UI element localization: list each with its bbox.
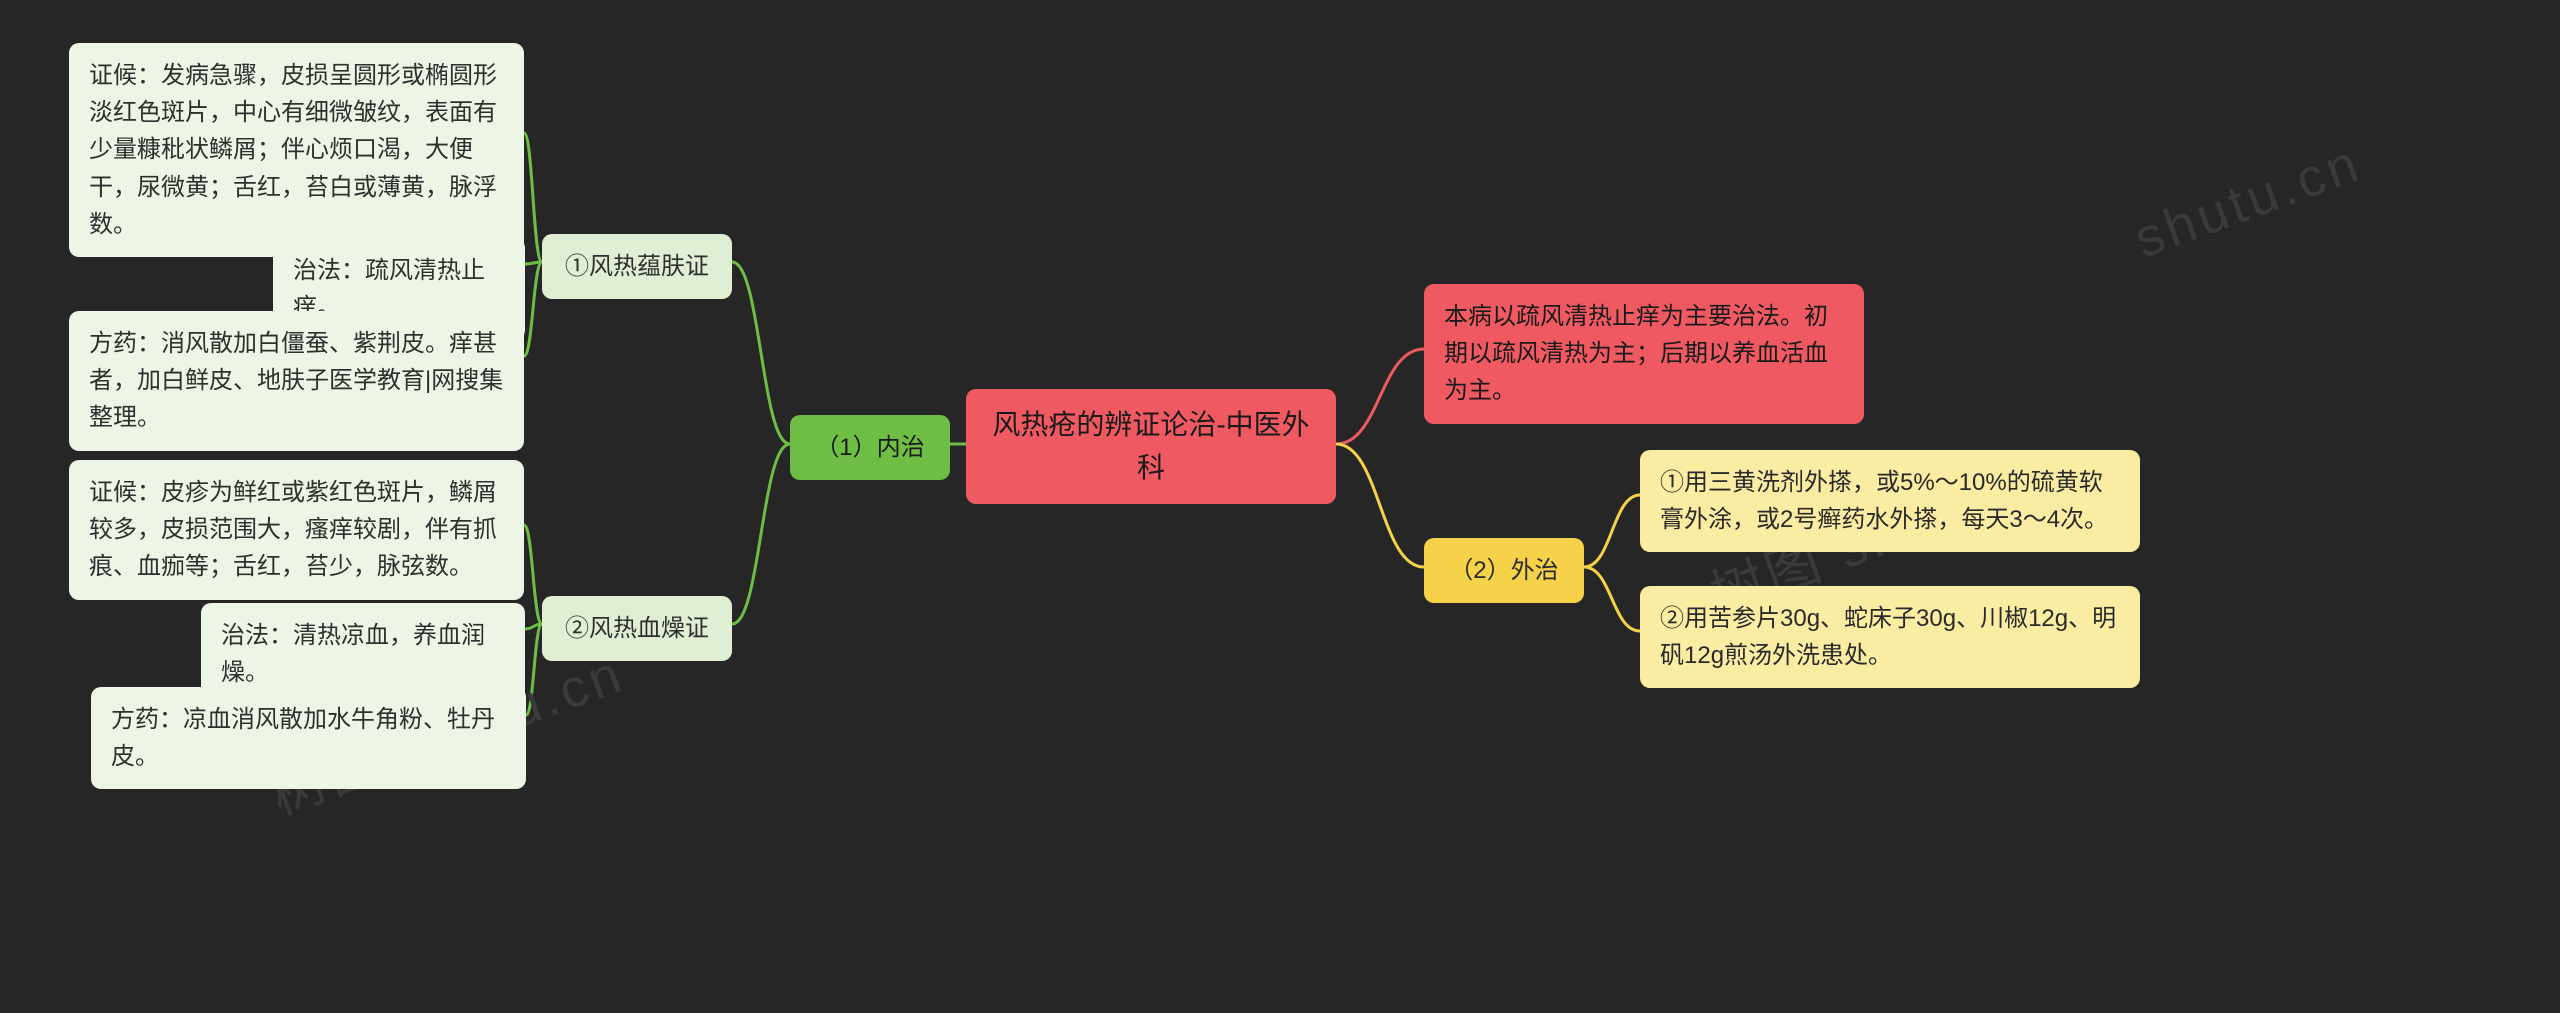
mindmap-canvas: 树图 shutu.cn 树图 shutu.cn shutu.cn 风热疮的辨证论… bbox=[0, 0, 2560, 1013]
node-syndrome-2[interactable]: ②风热血燥证 bbox=[542, 596, 732, 661]
node-summary: 本病以疏风清热止痒为主要治法。初期以疏风清热为主；后期以养血活血为主。 bbox=[1424, 284, 1864, 424]
leaf-s2-formula: 方药：凉血消风散加水牛角粉、牡丹皮。 bbox=[91, 687, 526, 789]
leaf-s1-symptom: 证候：发病急骤，皮损呈圆形或椭圆形淡红色斑片，中心有细微皱纹，表面有少量糠秕状鳞… bbox=[69, 43, 524, 257]
watermark: shutu.cn bbox=[2127, 131, 2370, 270]
leaf-s2-symptom: 证候：皮疹为鲜红或紫红色斑片，鳞屑较多，皮损范围大，瘙痒较剧，伴有抓痕、血痂等；… bbox=[69, 460, 524, 600]
leaf-outer-2: ②用苦参片30g、蛇床子30g、川椒12g、明矾12g煎汤外洗患处。 bbox=[1640, 586, 2140, 688]
leaf-outer-1: ①用三黄洗剂外搽，或5%～10%的硫黄软膏外涂，或2号癣药水外搽，每天3～4次。 bbox=[1640, 450, 2140, 552]
root-node[interactable]: 风热疮的辨证论治-中医外 科 bbox=[966, 389, 1336, 504]
leaf-s1-formula: 方药：消风散加白僵蚕、紫荆皮。痒甚者，加白鲜皮、地肤子医学教育|网搜集整理。 bbox=[69, 311, 524, 451]
node-syndrome-1[interactable]: ①风热蕴肤证 bbox=[542, 234, 732, 299]
node-outer-treatment[interactable]: （2）外治 bbox=[1424, 538, 1584, 603]
node-inner-treatment[interactable]: （1）内治 bbox=[790, 415, 950, 480]
